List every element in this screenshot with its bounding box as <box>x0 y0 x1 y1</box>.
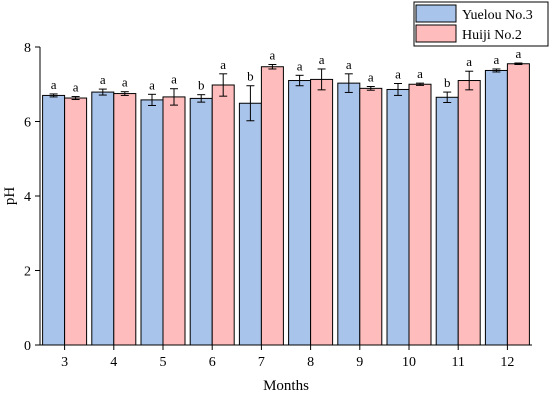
bar-3-s1 <box>64 97 88 346</box>
sig-label-6-s0: b <box>198 78 205 93</box>
bar-9-s1 <box>359 87 383 346</box>
x-tick-label-12: 12 <box>500 355 514 370</box>
bar-11-s1 <box>457 80 481 346</box>
x-tick-label-7: 7 <box>258 355 265 370</box>
sig-label-11-s0: b <box>444 75 451 90</box>
sig-label-4-s1: a <box>122 75 128 90</box>
x-tick-label-8: 8 <box>307 355 314 370</box>
y-tick-label-6: 6 <box>24 116 31 131</box>
sig-label-12-s0: a <box>494 52 500 67</box>
sig-label-9-s1: a <box>368 69 374 84</box>
bar-12-s0 <box>484 69 508 346</box>
bar-4-s0 <box>91 91 115 346</box>
sig-label-7-s1: a <box>270 48 276 63</box>
bar-8-s1 <box>310 78 334 346</box>
legend-swatch-yuelou <box>415 4 457 23</box>
bar-10-s1 <box>408 83 432 346</box>
x-tick-label-3: 3 <box>61 355 68 370</box>
bar-6-s0 <box>189 97 213 346</box>
bar-3-s0 <box>42 94 66 346</box>
sig-label-6-s1: a <box>220 57 226 72</box>
bar-5-s0 <box>140 99 164 346</box>
y-tick-label-2: 2 <box>24 265 31 280</box>
x-tick-label-5: 5 <box>160 355 167 370</box>
legend-swatch-huiji <box>415 24 457 43</box>
legend: Yuelou No.3 Huiji No.2 <box>413 1 549 47</box>
bar-8-s0 <box>288 80 312 346</box>
bar-10-s0 <box>386 88 410 346</box>
x-axis-title: Months <box>263 378 309 394</box>
legend-label-huiji: Huiji No.2 <box>462 28 522 43</box>
y-axis-title: pH <box>2 187 18 206</box>
x-tick-label-9: 9 <box>356 355 363 370</box>
bar-9-s0 <box>337 82 361 346</box>
sig-label-5-s0: a <box>149 77 155 92</box>
x-tick-label-10: 10 <box>402 355 416 370</box>
y-tick-label-8: 8 <box>24 41 31 56</box>
bar-11-s0 <box>435 96 459 346</box>
y-tick-label-4: 4 <box>24 190 31 205</box>
bar-7-s0 <box>238 102 262 346</box>
sig-label-7-s0: b <box>247 69 254 84</box>
sig-label-10-s1: a <box>417 66 423 81</box>
bar-4-s1 <box>113 93 137 346</box>
bar-5-s1 <box>162 96 186 346</box>
bar-7-s1 <box>260 66 284 346</box>
sig-label-10-s0: a <box>395 67 401 82</box>
x-tick-label-11: 11 <box>451 355 464 370</box>
sig-label-8-s1: a <box>319 52 325 67</box>
sig-label-12-s1: a <box>516 46 522 61</box>
sig-label-9-s0: a <box>346 57 352 72</box>
sig-label-11-s1: a <box>466 54 472 69</box>
x-tick-label-4: 4 <box>110 355 117 370</box>
legend-label-yuelou: Yuelou No.3 <box>462 8 533 23</box>
sig-label-3-s1: a <box>73 80 79 95</box>
y-tick-label-0: 0 <box>24 339 31 354</box>
sig-label-5-s1: a <box>171 72 177 87</box>
sig-label-8-s0: a <box>297 58 303 73</box>
bar-6-s1 <box>211 84 235 346</box>
x-tick-label-6: 6 <box>209 355 216 370</box>
sig-label-3-s0: a <box>51 77 57 92</box>
sig-label-4-s0: a <box>100 72 106 87</box>
bar-12-s1 <box>506 63 530 346</box>
